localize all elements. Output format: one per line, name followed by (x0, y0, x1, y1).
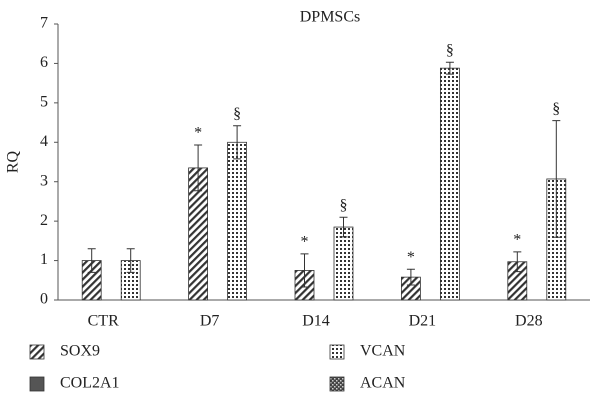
legend-swatch (329, 376, 345, 392)
y-tick-label: 5 (40, 94, 48, 111)
legend-swatch (29, 376, 45, 392)
bar (439, 67, 460, 301)
error-bar (406, 268, 415, 286)
annotation: * (407, 249, 415, 266)
legend-swatch (29, 344, 45, 360)
annotation: § (552, 100, 560, 117)
error-bar (445, 61, 454, 75)
error-bar (194, 144, 203, 192)
annotation: § (340, 197, 348, 214)
error-bar (233, 125, 242, 160)
y-tick-label: 2 (40, 212, 48, 229)
annotation: * (194, 125, 202, 142)
error-bar (126, 248, 135, 273)
error-bar (552, 120, 561, 238)
error-bar (87, 248, 96, 273)
x-tick-label: D7 (200, 313, 220, 330)
chart-title: DPMSCs (300, 9, 360, 26)
legend-label: VCAN (360, 343, 406, 360)
y-axis-label: RQ (5, 150, 22, 173)
y-tick-label: 1 (40, 251, 48, 268)
y-tick-label: 3 (40, 172, 48, 189)
annotation: * (301, 234, 309, 251)
annotation: § (233, 105, 241, 122)
y-tick-label: 0 (40, 291, 48, 308)
y-tick-label: 6 (40, 54, 48, 71)
bar (333, 226, 354, 301)
annotation: * (513, 232, 521, 249)
legend-label: ACAN (360, 375, 406, 392)
y-tick-label: 4 (40, 133, 48, 150)
y-tick-label: 7 (40, 15, 48, 32)
x-tick-label: D14 (302, 313, 330, 330)
bar (227, 141, 248, 301)
annotation: § (446, 42, 454, 59)
x-tick-label: CTR (88, 313, 119, 330)
error-bar (300, 253, 309, 288)
legend-label: COL2A1 (60, 375, 120, 392)
legend-label: SOX9 (60, 343, 100, 360)
legend-swatch (329, 344, 345, 360)
x-tick-label: D28 (515, 313, 543, 330)
x-tick-label: D21 (409, 313, 437, 330)
error-bar (513, 251, 522, 273)
error-bar (339, 216, 348, 238)
